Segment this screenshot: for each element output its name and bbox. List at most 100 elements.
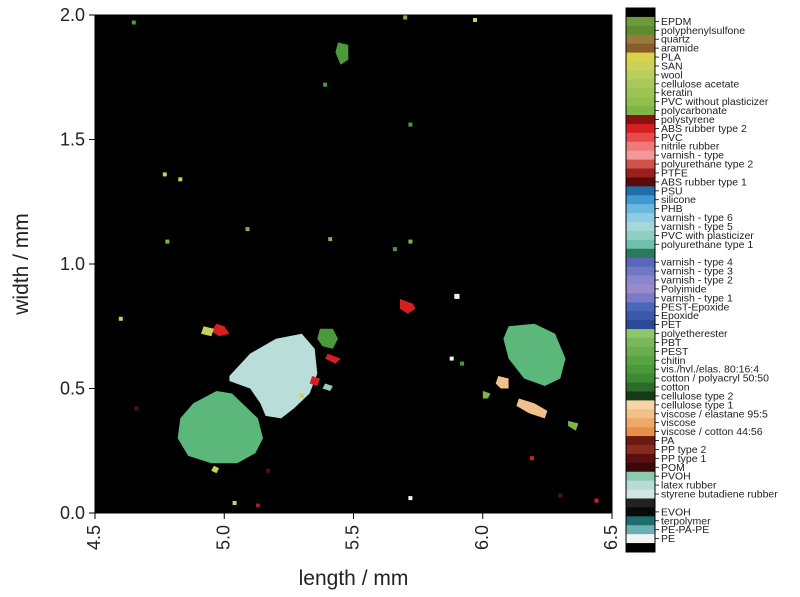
legend-label: varnish - type 6 (661, 212, 733, 224)
particle-14 (322, 383, 333, 391)
legend-swatch (626, 534, 655, 544)
y-tick-label: 1.5 (60, 130, 85, 150)
plot-background (95, 15, 612, 513)
particles-layer (177, 42, 579, 474)
legend-label: cellulose type 2 (661, 390, 734, 402)
legend-label: cellulose acetate (661, 78, 739, 90)
speck-5 (328, 237, 333, 242)
legend-label: viscose / cotton 44:56 (661, 426, 763, 438)
legend-swatch (626, 346, 655, 357)
legend-label: PVC with plasticizer (661, 230, 754, 242)
legend-label: POM (661, 462, 685, 474)
legend-swatch (626, 453, 655, 464)
legend-label: polyurethane type 1 (661, 239, 753, 251)
legend-swatch (626, 275, 655, 285)
legend-label: PVC without plasticizer (661, 96, 769, 108)
legend-label: PET (661, 319, 682, 331)
legend-swatch (626, 302, 655, 312)
legend-swatch (626, 186, 655, 196)
particle-8 (309, 376, 320, 386)
y-tick-label: 0.5 (60, 379, 85, 399)
legend-swatch (626, 52, 655, 62)
legend-label: wool (660, 69, 683, 81)
particle-4 (335, 42, 349, 65)
speck-3 (245, 227, 250, 232)
legend-label: ABS rubber type 2 (661, 123, 747, 135)
legend-swatch (626, 320, 655, 330)
legend-label: Epoxide (661, 310, 699, 322)
speck-17 (255, 503, 260, 508)
legend-label: aramide (661, 43, 699, 55)
legend-label: PE (661, 533, 675, 545)
legend-swatch (626, 355, 655, 366)
legend-label: PTFE (661, 167, 688, 179)
legend-swatch (626, 106, 655, 116)
speck-9 (118, 316, 123, 321)
legend-swatch (626, 141, 655, 152)
legend-swatch (626, 507, 655, 517)
particle-3 (317, 328, 338, 349)
legend-label: cotton (661, 382, 690, 394)
legend-label: vis./hvl./elas. 80:16:4 (661, 364, 759, 376)
y-axis-title: width / mm (10, 213, 33, 316)
legend-label: polyphenylsulfone (661, 25, 745, 37)
legend-swatch (626, 222, 655, 232)
speck-20 (558, 493, 563, 498)
speck-12 (460, 361, 465, 366)
legend-swatch (626, 16, 655, 27)
legend-swatch (626, 159, 655, 169)
legend-label: styrene butadiene rubber (661, 489, 778, 501)
legend-swatch (626, 248, 655, 259)
y-tick-label: 2.0 (60, 5, 85, 25)
x-tick-label: 5.0 (213, 525, 233, 550)
legend-label: quartz (661, 34, 690, 46)
legend-label: viscose (661, 417, 696, 429)
legend-swatch (626, 88, 655, 98)
legend-swatch (626, 462, 655, 473)
x-axis-title: length / mm (299, 567, 409, 590)
legend-label: PVC (661, 132, 683, 144)
particle-10 (495, 376, 509, 389)
legend-label: varnish - type (661, 150, 724, 162)
particle-1 (229, 333, 318, 419)
speck-21 (131, 20, 136, 25)
speck-16 (266, 468, 271, 473)
legend-swatch (626, 266, 655, 276)
legend-label: latex rubber (661, 480, 717, 492)
speck-14 (594, 498, 599, 503)
particle-12 (568, 420, 579, 431)
legend-swatch (626, 43, 655, 53)
legend-label: cellulose type 1 (661, 399, 734, 411)
legend-swatch (626, 498, 655, 508)
legend-label: PBT (661, 337, 682, 349)
legend-swatch (626, 489, 655, 499)
y-tick-label: 0.0 (60, 503, 85, 523)
legend-swatch (626, 373, 655, 383)
legend-swatch (626, 382, 655, 392)
legend-swatch (626, 115, 655, 125)
legend-label: viscose / elastane 95:5 (661, 408, 768, 420)
legend-swatch (626, 123, 655, 134)
legend-label: polyetherester (661, 328, 728, 340)
legend-swatch (626, 79, 655, 89)
legend-label: Polyimide (661, 283, 707, 295)
legend-label: keratin (661, 87, 693, 99)
legend-label: PE-PA-PE (661, 524, 709, 536)
speck-1 (178, 177, 183, 182)
speck-0 (162, 172, 167, 177)
legend-swatch (626, 329, 655, 339)
legend-swatch (626, 195, 655, 205)
legend-label: PP type 2 (661, 444, 706, 456)
speck-7 (408, 122, 413, 127)
legend-swatch (626, 400, 655, 410)
legend-swatch (626, 543, 655, 553)
legend-label: PEST-Epoxide (661, 301, 729, 313)
legend-label: cotton / polyacryl 50:50 (661, 373, 769, 385)
speck-13 (529, 456, 534, 461)
legend-label: silicone (661, 194, 696, 206)
legend-swatch (626, 97, 655, 107)
legend-label: PA (661, 435, 674, 447)
particle-13 (482, 391, 491, 399)
legend-swatch (626, 409, 655, 419)
